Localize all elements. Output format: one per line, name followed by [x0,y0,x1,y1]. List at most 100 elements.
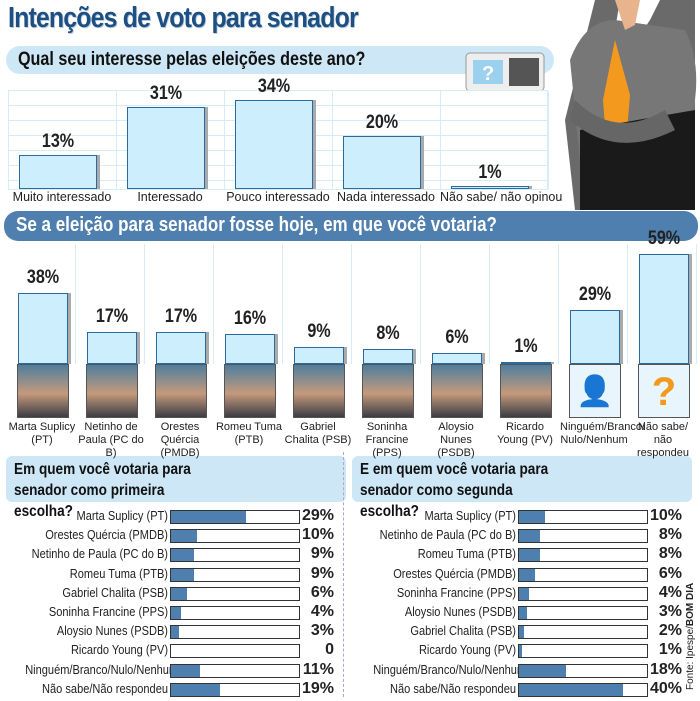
category-label: Interessado [137,190,203,204]
bar-fill [171,626,179,639]
row-label: Marta Suplicy (PT) [424,508,516,523]
data-label: 6% [445,326,469,348]
bar-3 [343,136,421,189]
bar-6 [432,352,482,364]
data-label: 17% [164,306,198,328]
bar-track [170,510,300,524]
thinking-man-illustration [565,0,697,210]
row-label: Orestes Quércia (PMDB) [45,527,168,543]
bar-fill [519,626,525,639]
grid-column [9,91,117,189]
bar-3 [225,334,275,364]
bar-track [518,644,648,659]
bar-fill [171,530,197,543]
grid-column [422,244,490,364]
bar-4 [451,186,529,189]
table-row: Romeu Tuma (PTB) 8% [348,545,688,565]
divider [343,452,344,697]
row-label: Soninha Francine (PPS) [48,604,168,619]
category-label: Nada interessado [337,190,435,204]
table-row: Ninguém/Branco/Nulo/Nenhum 18% [348,661,688,681]
data-label: 1% [478,162,502,184]
bar-9 [639,253,689,364]
data-label: 29% [578,283,612,305]
category-label: Gabriel Chalita (PSB) [284,421,352,446]
bar-track [170,644,300,659]
category-label: Não sabe/ não opinou [440,190,563,204]
bar-fill [519,683,623,696]
data-label: 8% [376,323,400,345]
bar-fill [171,568,195,581]
data-label: 20% [365,112,399,134]
row-value: 3% [658,603,682,620]
section-header-second-choice: E em quem você votaria para senador como… [352,456,692,520]
bar-4 [294,347,344,364]
row-value: 10% [301,526,334,544]
page-title: Intenções de voto para senador [8,2,359,34]
grid-column [77,244,145,364]
table-row: Netinho de Paula (PC do B) 9% [0,545,340,565]
row-value: 8% [658,545,682,563]
category-label: Netinho de Paula (PC do B) [78,421,144,459]
table-row: Não sabe/Não respondeu 40% [348,679,688,700]
category-label: Marta Suplicy (PT) [8,421,76,446]
bar-fill [171,607,182,619]
candidate-photo [500,364,552,418]
vote-today-chart: 38% 17% 17% 16% 9% 8% 6% 1% 29% 59% [8,228,698,364]
bar-track [518,529,648,544]
category-label: Soninha Francine (PPS) [365,421,409,459]
table-row: Orestes Quércia (PMDB) 6% [348,564,688,585]
grid-column [225,91,333,189]
row-value: 6% [658,564,682,582]
row-label: Orestes Quércia (PMDB) [393,565,516,581]
svg-text:?: ? [482,63,494,85]
row-value: 19% [301,679,334,697]
bar-track [518,567,648,582]
table-row: Não sabe/Não respondeu 19% [0,679,340,700]
grid-column [117,91,225,189]
row-value: 40% [649,679,682,697]
row-label: Ricardo Young (PV) [70,642,168,658]
bar-1 [127,107,205,189]
bar-fill [171,587,187,600]
candidate-photo [86,364,138,418]
row-value: 0 [325,641,334,659]
row-value: 6% [310,583,334,601]
bar-fill [519,645,522,658]
table-row: Aloysio Nunes (PSDB) 3% [348,603,688,623]
category-label: Não sabe/ não respondeu [637,421,689,459]
table-row: Gabriel Chalita (PSB) 6% [0,583,340,604]
data-label: 34% [257,75,291,97]
bar-track [518,586,648,601]
candidate-photo [155,364,207,418]
ballot-box-icon: ? [465,52,545,92]
bar-track [170,625,300,640]
bar-fill [171,664,200,677]
row-value: 2% [658,622,682,640]
row-label: Netinho de Paula (PC do B) [379,527,516,543]
grid-column [441,91,549,189]
row-value: 29% [301,507,334,524]
icon-question-mark: ? [638,364,690,418]
table-row: Ricardo Young (PV) 1% [348,641,688,661]
icon-person-speech: 👤 [569,364,621,418]
data-label: 1% [514,336,538,358]
category-label: Romeu Tuma (PTB) [215,421,283,446]
grid-column [491,244,559,364]
data-label: 31% [149,83,183,105]
grid-column [333,91,441,189]
row-value: 4% [310,603,334,620]
bar-track [518,682,648,697]
table-row: Soninha Francine (PPS) 4% [0,603,340,623]
bar-fill [519,511,545,523]
section-header-vote-today: Se a eleição para senador fosse hoje, em… [4,211,698,241]
table-row: Orestes Quércia (PMDB) 10% [0,526,340,546]
bar-track [518,606,648,620]
bar-0 [18,292,68,364]
data-label: 38% [26,266,60,288]
bar-8 [570,309,620,364]
bar-5 [363,349,413,364]
table-row: Gabriel Chalita (PSB) 2% [348,622,688,642]
row-value: 8% [658,526,682,544]
category-label: Orestes Quércia (PMDB) [160,421,200,459]
